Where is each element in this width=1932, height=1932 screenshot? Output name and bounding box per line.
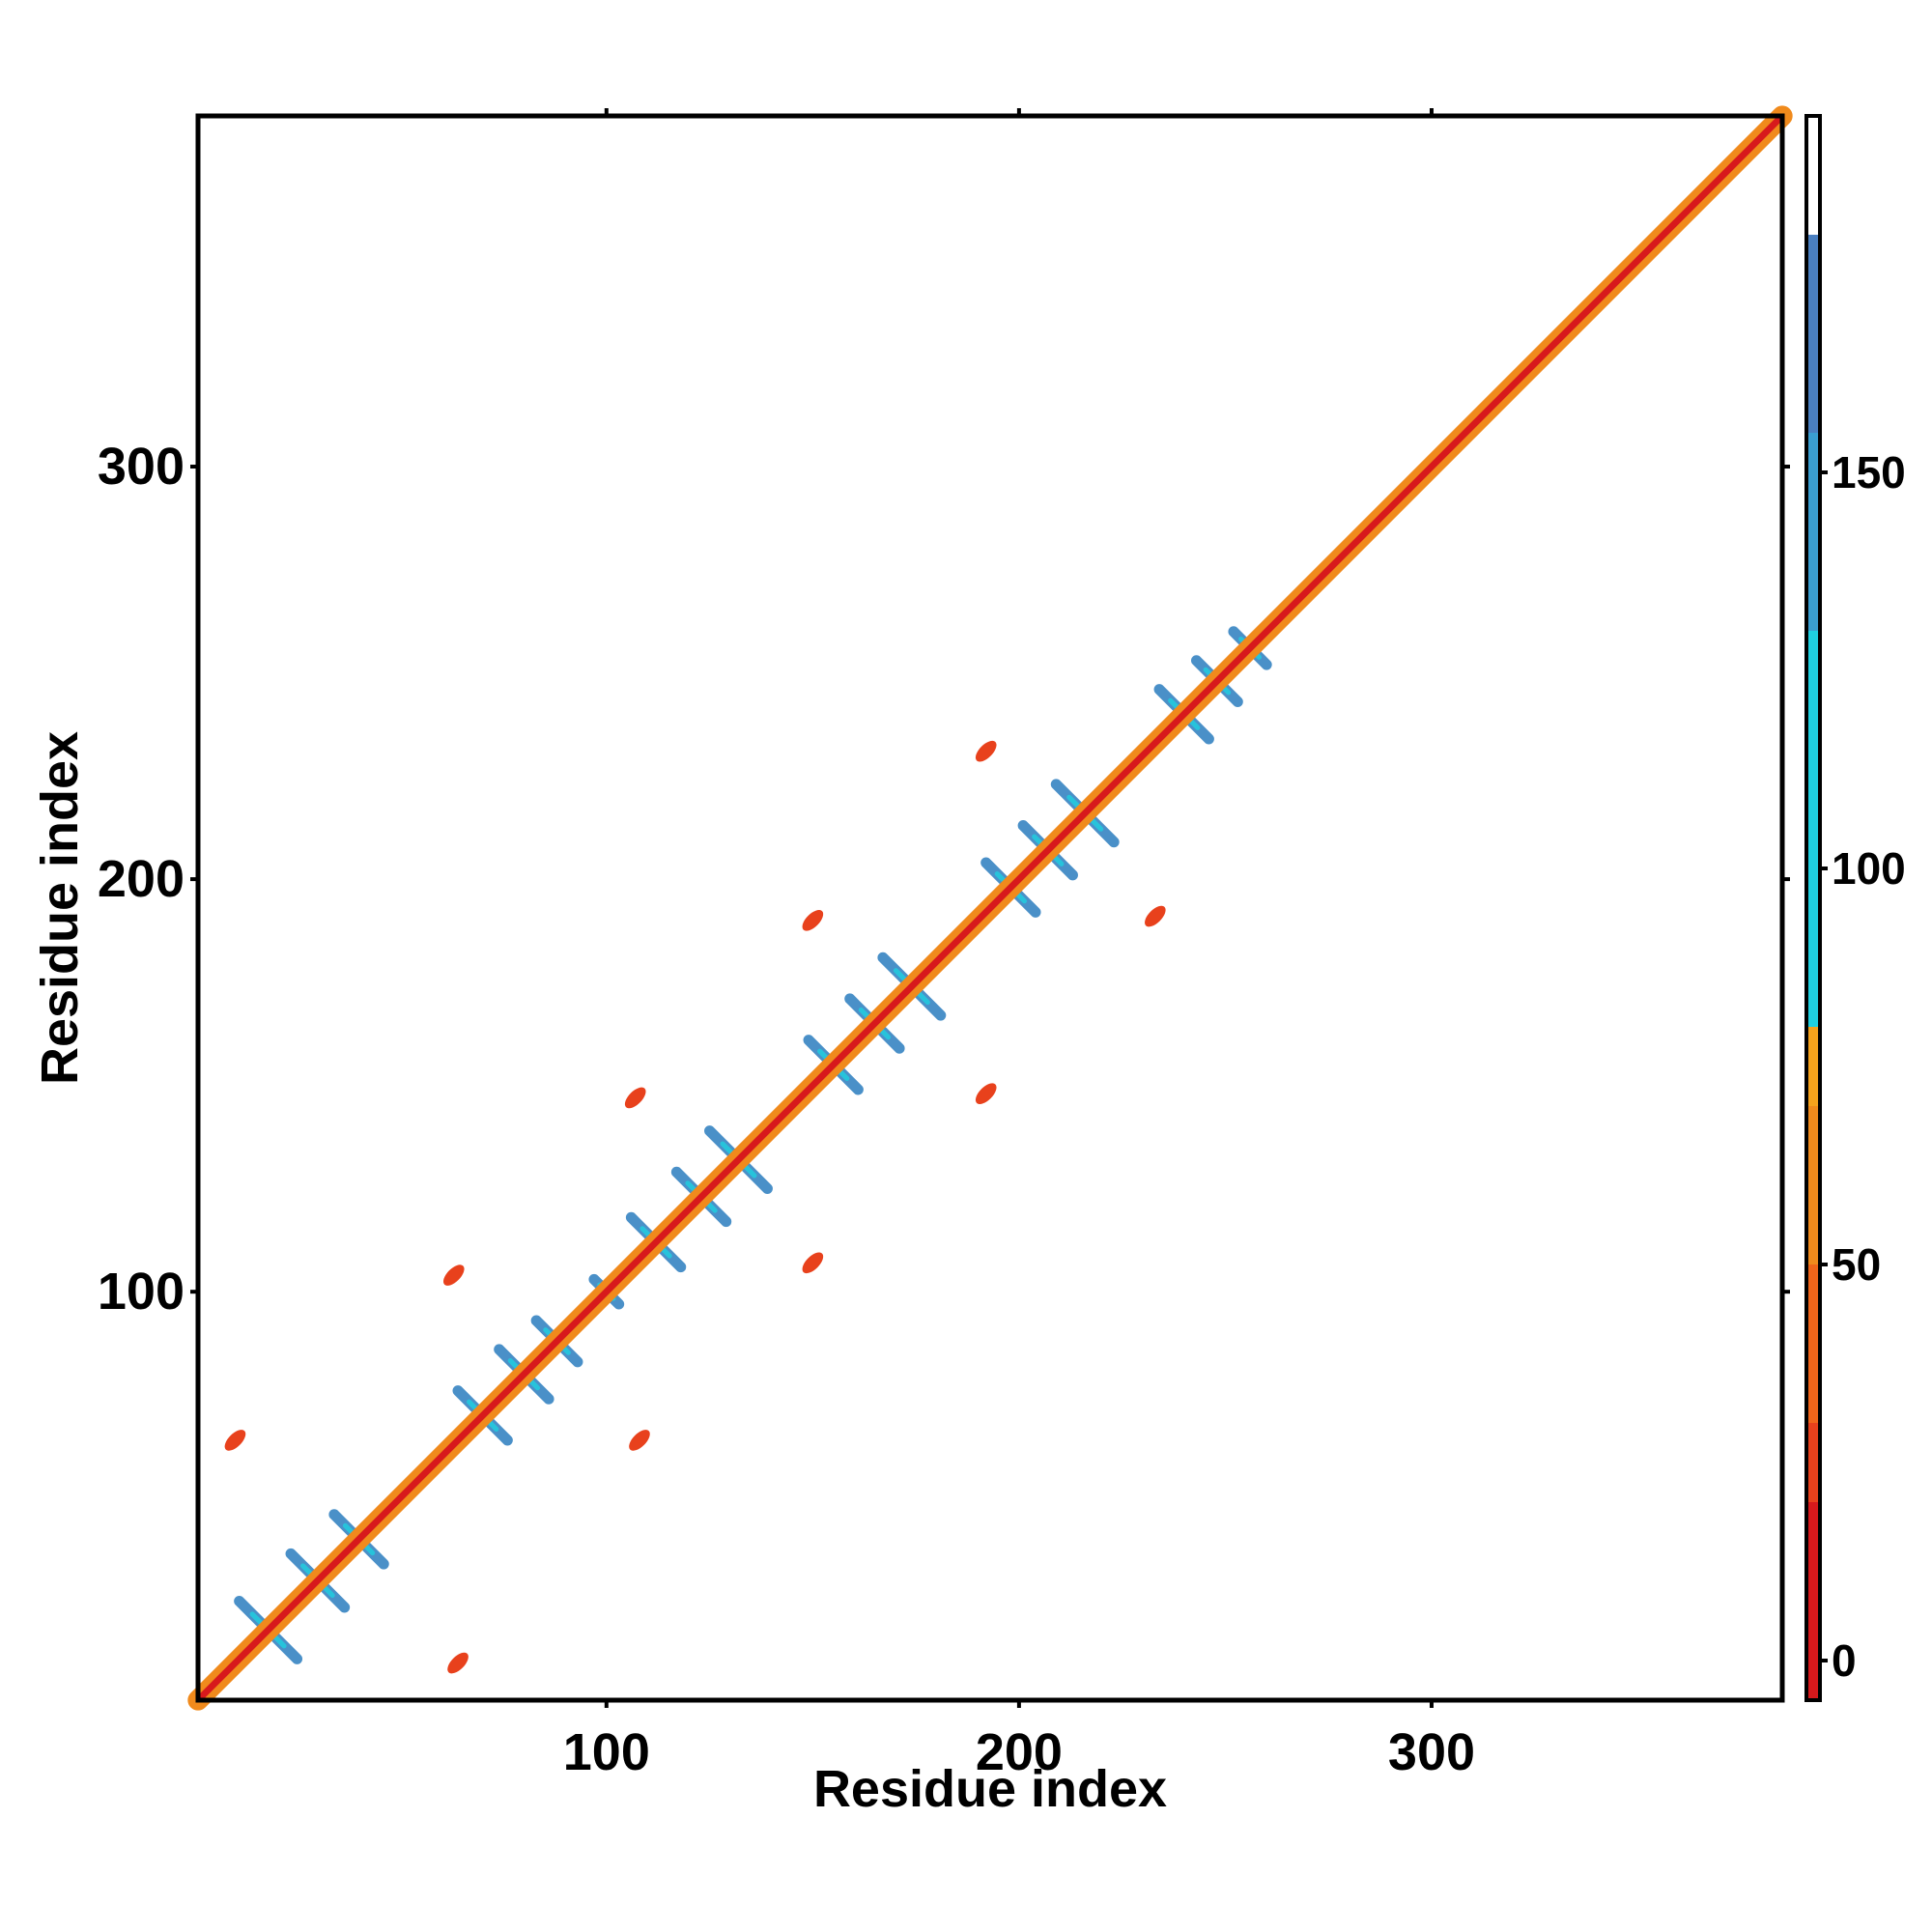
colorbar-band-5 [1806,631,1820,1027]
off-diagonal-contact-5 [802,1252,824,1274]
off-diagonal-contact-8 [975,740,997,762]
x-axis-title: Residue index [813,1760,1167,1818]
colorbar-band-2 [1806,1264,1820,1423]
axes: 100 200 300 100 200 300 [98,108,1790,1781]
heatmap-marks [187,105,1793,1711]
off-diagonal-contact-1 [447,1652,469,1674]
colorbar-band-0 [1806,1502,1820,1700]
colorbar-frame [1804,114,1822,1702]
colorbar-tick-label-3: 150 [1832,447,1906,497]
y-tick-label-1: 200 [98,850,185,908]
off-diagonal-contact-9 [1145,905,1166,927]
y-axis-title: Residue index [31,731,89,1085]
colorbar-band-7 [1806,235,1820,433]
colorbar-band-1 [1806,1423,1820,1502]
colorbar-tick-label-0: 0 [1832,1635,1857,1686]
x-tick-label-2: 300 [1388,1723,1475,1781]
off-diagonal-contact-6 [802,910,824,931]
colorbar-band-8 [1806,116,1820,235]
off-diagonal-contact-3 [629,1430,650,1451]
off-diagonal-contact-0 [224,1430,246,1451]
colorbar-tick-label-2: 100 [1832,843,1906,894]
off-diagonal-contact-2 [442,1264,465,1286]
colorbar-tick-label-1: 50 [1832,1239,1881,1290]
y-tick-label-2: 300 [98,438,185,496]
colorbar-band-3 [1806,1106,1820,1264]
x-tick-label-1: 200 [976,1723,1063,1781]
diagonal-core [195,113,1785,1703]
colorbar: 0 50 100 150 [1804,114,1906,1702]
y-tick-label-0: 100 [98,1263,185,1321]
off-diagonal-contact-4 [624,1087,646,1109]
x-tick-label-0: 100 [563,1723,650,1781]
off-diagonal-contact-7 [975,1083,997,1104]
colorbar-band-6 [1806,433,1820,631]
colorbar-band-4 [1806,1027,1820,1106]
plot-frame [195,113,1785,1703]
